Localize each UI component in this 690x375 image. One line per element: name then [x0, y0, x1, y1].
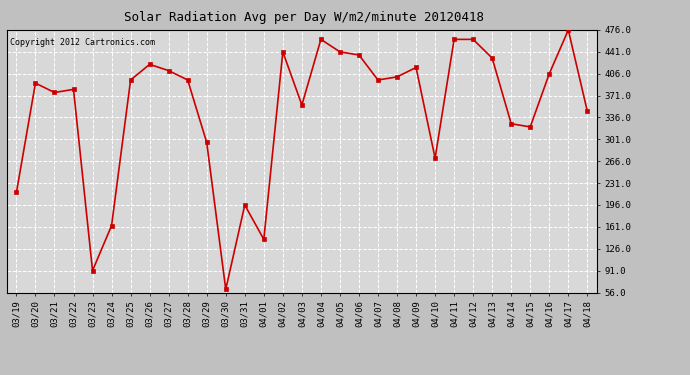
Text: Copyright 2012 Cartronics.com: Copyright 2012 Cartronics.com — [10, 38, 155, 47]
Text: Solar Radiation Avg per Day W/m2/minute 20120418: Solar Radiation Avg per Day W/m2/minute … — [124, 11, 484, 24]
